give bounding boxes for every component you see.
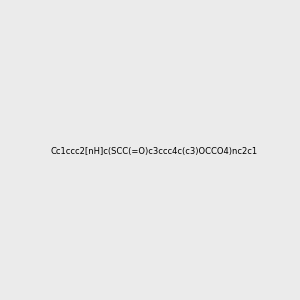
Text: Cc1ccc2[nH]c(SCC(=O)c3ccc4c(c3)OCCO4)nc2c1: Cc1ccc2[nH]c(SCC(=O)c3ccc4c(c3)OCCO4)nc2… [50, 147, 257, 156]
